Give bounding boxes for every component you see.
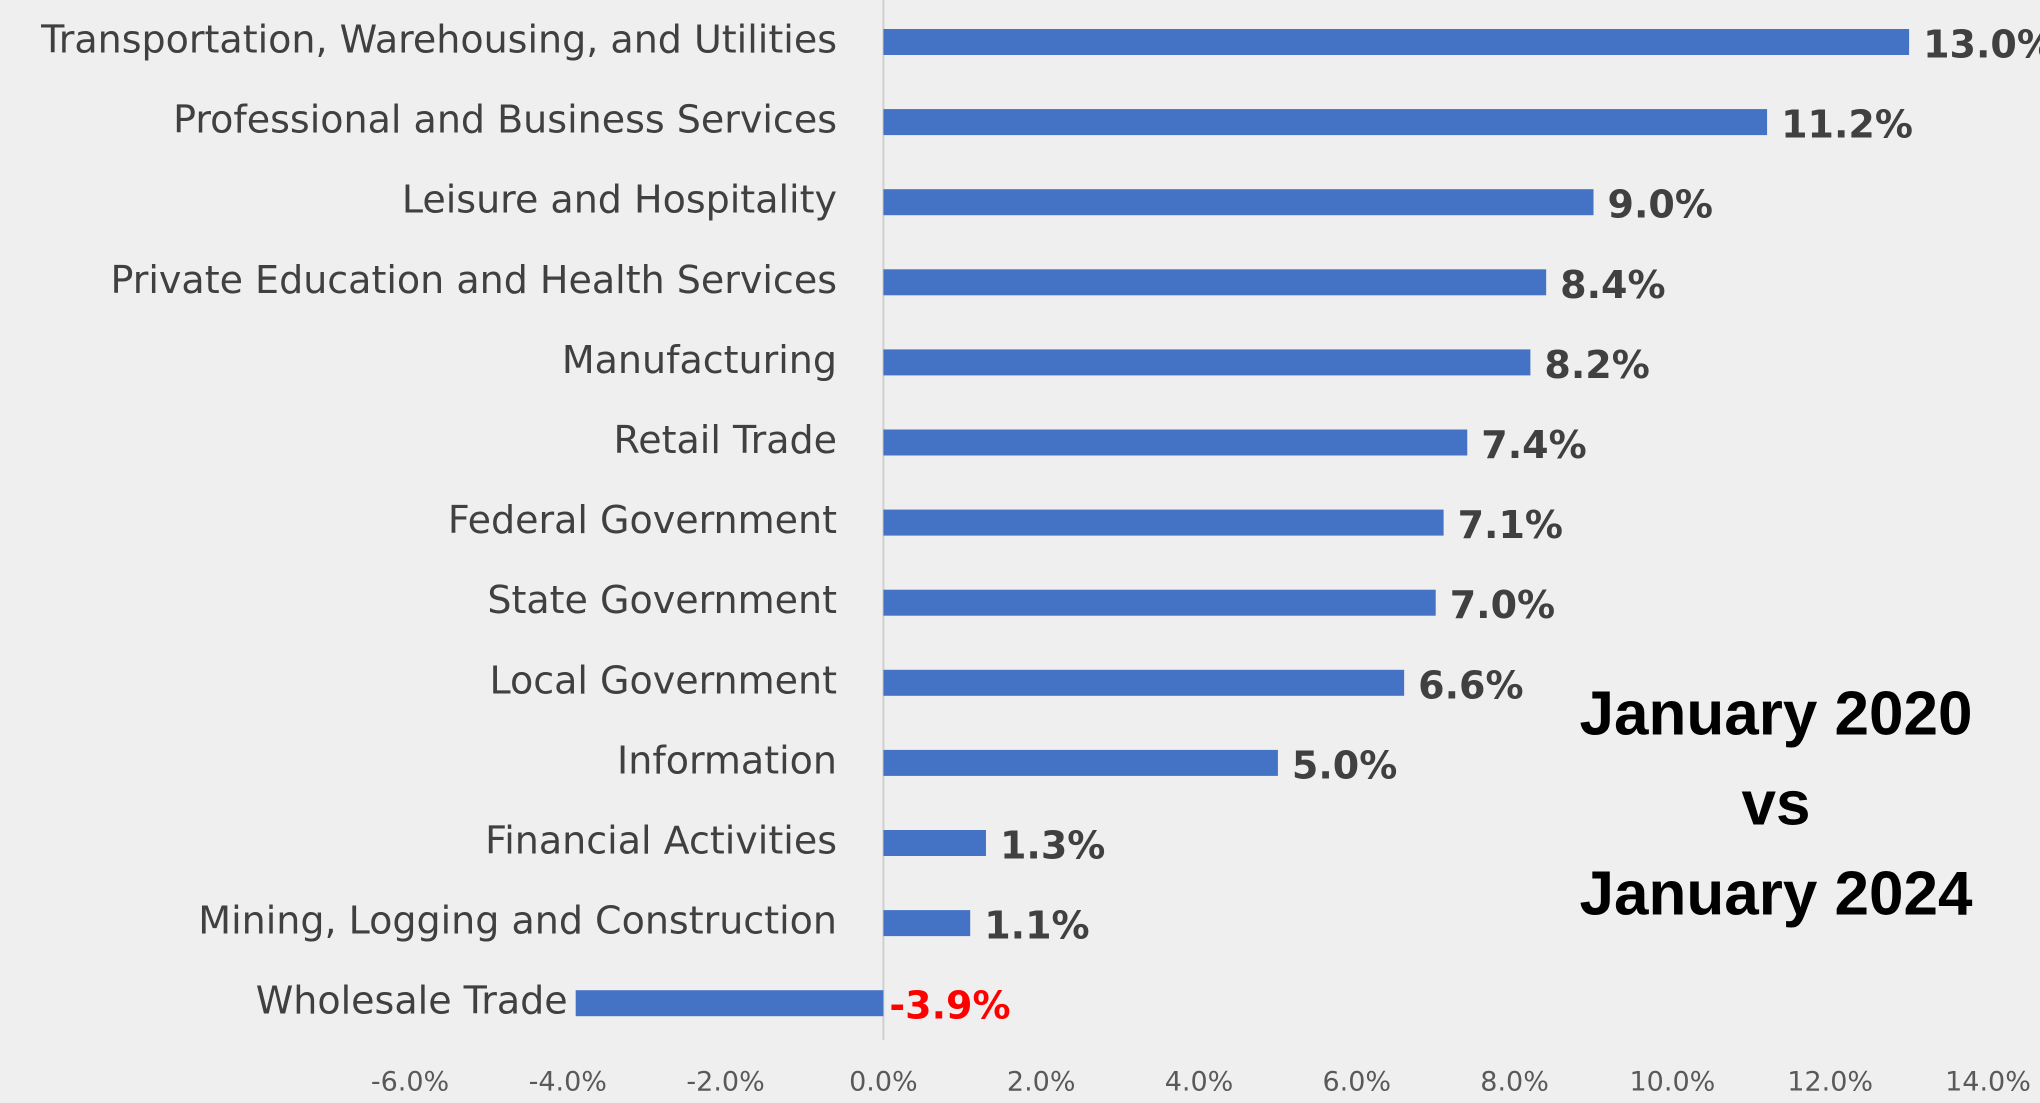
bar (883, 189, 1594, 216)
value-label: 7.1% (1458, 503, 1563, 547)
value-label: 11.2% (1781, 103, 1913, 147)
value-label: 13.0% (1923, 23, 2040, 67)
annotation: vs (1742, 769, 1811, 838)
x-tick-label: 4.0% (1165, 1067, 1234, 1098)
bar (883, 830, 986, 856)
bar (883, 29, 1910, 55)
value-label: 8.2% (1544, 343, 1649, 387)
x-tick-label: 0.0% (849, 1067, 918, 1098)
x-tick-label: 2.0% (1007, 1067, 1076, 1098)
category-label: State Government (487, 578, 837, 622)
x-tick-label: 8.0% (1480, 1067, 1549, 1098)
value-label: 1.1% (984, 904, 1089, 948)
value-label: 7.4% (1481, 423, 1586, 467)
category-label: Professional and Business Services (173, 98, 837, 142)
annotation: January 2020 (1580, 679, 1973, 748)
category-label: Transportation, Warehousing, and Utiliti… (40, 18, 837, 62)
annotation: January 2024 (1580, 859, 1973, 928)
bar (883, 589, 1436, 616)
bar (883, 910, 971, 937)
category-label: Information (617, 738, 837, 782)
bar (883, 109, 1768, 136)
bar (883, 669, 1405, 696)
x-tick-label: 6.0% (1322, 1067, 1391, 1098)
bar (883, 349, 1531, 376)
value-label: 7.0% (1450, 583, 1555, 627)
x-tick-label: 10.0% (1630, 1067, 1716, 1098)
value-label: 5.0% (1292, 743, 1397, 787)
bar (883, 749, 1278, 776)
category-label: Federal Government (448, 498, 837, 542)
x-tick-label: 12.0% (1787, 1067, 1873, 1098)
value-label: 1.3% (1000, 824, 1105, 868)
bar (575, 990, 884, 1017)
x-tick-label: -2.0% (686, 1067, 764, 1098)
value-label: 9.0% (1608, 183, 1713, 227)
x-tick-label: -4.0% (529, 1067, 607, 1098)
bar (883, 509, 1444, 536)
bar (883, 429, 1468, 456)
category-label: Wholesale Trade (256, 979, 568, 1023)
category-label: Private Education and Health Services (111, 258, 838, 302)
x-tick-label: -6.0% (371, 1067, 449, 1098)
category-label: Local Government (489, 658, 837, 702)
value-label: 6.6% (1418, 663, 1523, 707)
category-label: Leisure and Hospitality (402, 178, 837, 222)
x-tick-label: 14.0% (1945, 1067, 2031, 1098)
category-label: Mining, Logging and Construction (198, 899, 837, 943)
value-label: 8.4% (1560, 263, 1665, 307)
category-label: Manufacturing (562, 338, 837, 382)
category-label: Retail Trade (614, 418, 838, 462)
bar (883, 269, 1547, 296)
value-label: -3.9% (889, 984, 1010, 1028)
category-label: Financial Activities (485, 819, 837, 863)
